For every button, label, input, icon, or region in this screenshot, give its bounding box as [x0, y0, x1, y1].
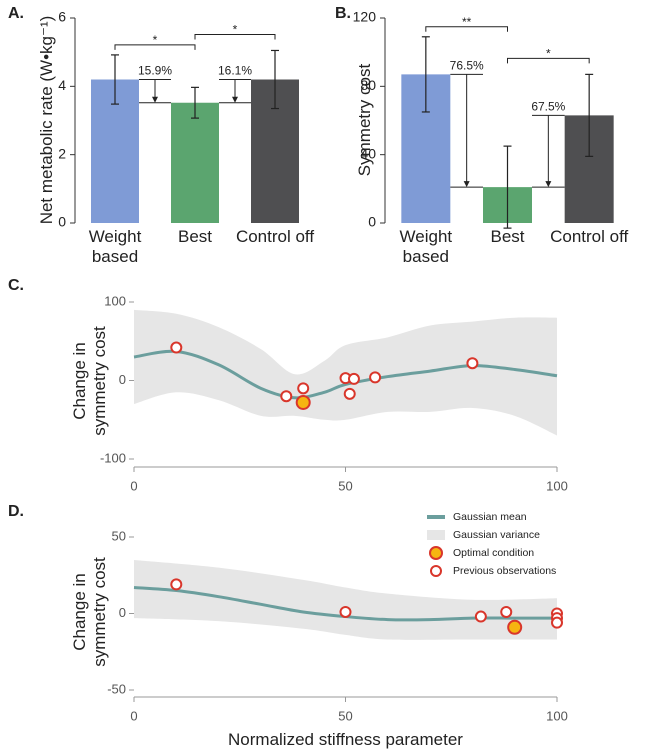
- observation-point: [343, 387, 356, 400]
- y-axis-label: Change in symmetry cost: [70, 326, 109, 436]
- significance-label: *: [233, 23, 238, 37]
- x-tick-label: 0: [130, 708, 137, 723]
- panel-label: C.: [8, 277, 24, 294]
- observation-point: [170, 578, 183, 591]
- legend-label: Optimal condition: [453, 547, 534, 559]
- observation-point: [500, 605, 513, 618]
- observation-point: [347, 372, 360, 385]
- y-tick-label: 100: [104, 293, 126, 308]
- y-tick-label: -100: [100, 450, 126, 465]
- y-tick-label: 80: [360, 77, 376, 93]
- y-axis-label: Change in symmetry cost: [70, 557, 109, 667]
- x-tick-label: 100: [546, 708, 568, 723]
- x-tick-label: Best: [177, 227, 213, 246]
- significance-bracket: [114, 44, 196, 50]
- y-tick-label: 0: [368, 214, 376, 230]
- x-tick-label: Weight based: [399, 227, 453, 266]
- significance-bracket: [507, 57, 590, 64]
- legend-swatch: [427, 530, 445, 540]
- y-tick-label: 6: [58, 9, 66, 25]
- observation-point: [369, 371, 382, 384]
- significance-bracket: [194, 33, 276, 40]
- x-tick-label: 50: [338, 708, 352, 723]
- legend-swatch: [430, 565, 442, 577]
- x-tick-label: Best: [490, 227, 525, 246]
- x-tick-label: Control off: [550, 227, 629, 246]
- significance-label: **: [462, 15, 472, 29]
- annotation: 67.5%: [531, 100, 565, 114]
- y-axis-label: Net metabolic rate (W•kg⁻¹): [37, 15, 56, 225]
- y-tick-label: -50: [107, 681, 126, 696]
- y-axis-label: Symmetry cost: [355, 63, 374, 177]
- x-tick-label: Weight based: [88, 227, 142, 266]
- significance-bracket: [425, 26, 508, 32]
- observation-point: [466, 357, 479, 370]
- panel-label: A.: [8, 5, 24, 22]
- significance-label: *: [153, 33, 158, 47]
- observation-point: [474, 610, 487, 623]
- significance-label: *: [546, 47, 551, 61]
- panel-label: B.: [335, 5, 351, 22]
- annotation: 16.1%: [218, 64, 252, 78]
- bar: [171, 102, 219, 223]
- annotation: 15.9%: [138, 64, 172, 78]
- annotation-arrowhead: [232, 96, 238, 103]
- annotation-arrowhead: [463, 181, 470, 188]
- annotation: 76.5%: [450, 59, 484, 73]
- observation-point: [507, 619, 523, 635]
- x-tick-label: Control off: [235, 227, 315, 246]
- observation-point: [339, 605, 352, 618]
- y-tick-label: 120: [353, 9, 377, 25]
- observation-point: [551, 616, 563, 629]
- annotation-arrowhead: [545, 181, 552, 188]
- y-tick-label: 50: [112, 528, 126, 543]
- y-tick-label: 4: [58, 77, 66, 93]
- annotation-arrowhead: [152, 96, 158, 103]
- y-tick-label: 2: [58, 145, 66, 161]
- observation-point: [280, 390, 293, 403]
- legend-label: Gaussian variance: [453, 529, 540, 541]
- x-tick-label: 0: [130, 478, 137, 493]
- legend-label: Previous observations: [453, 565, 556, 577]
- x-tick-label: 100: [546, 478, 568, 493]
- x-tick-label: 50: [338, 478, 352, 493]
- legend-label: Gaussian mean: [453, 511, 527, 523]
- observation-point: [297, 382, 310, 395]
- x-axis-label: Normalized stiffness parameter: [228, 730, 463, 749]
- y-tick-label: 0: [58, 214, 66, 230]
- observation-point: [170, 341, 183, 354]
- observation-point: [295, 394, 311, 410]
- y-tick-label: 40: [360, 145, 376, 161]
- panel-label: D.: [8, 503, 24, 520]
- y-tick-label: 0: [119, 372, 126, 387]
- legend-swatch: [429, 546, 443, 560]
- y-tick-label: 0: [119, 605, 126, 620]
